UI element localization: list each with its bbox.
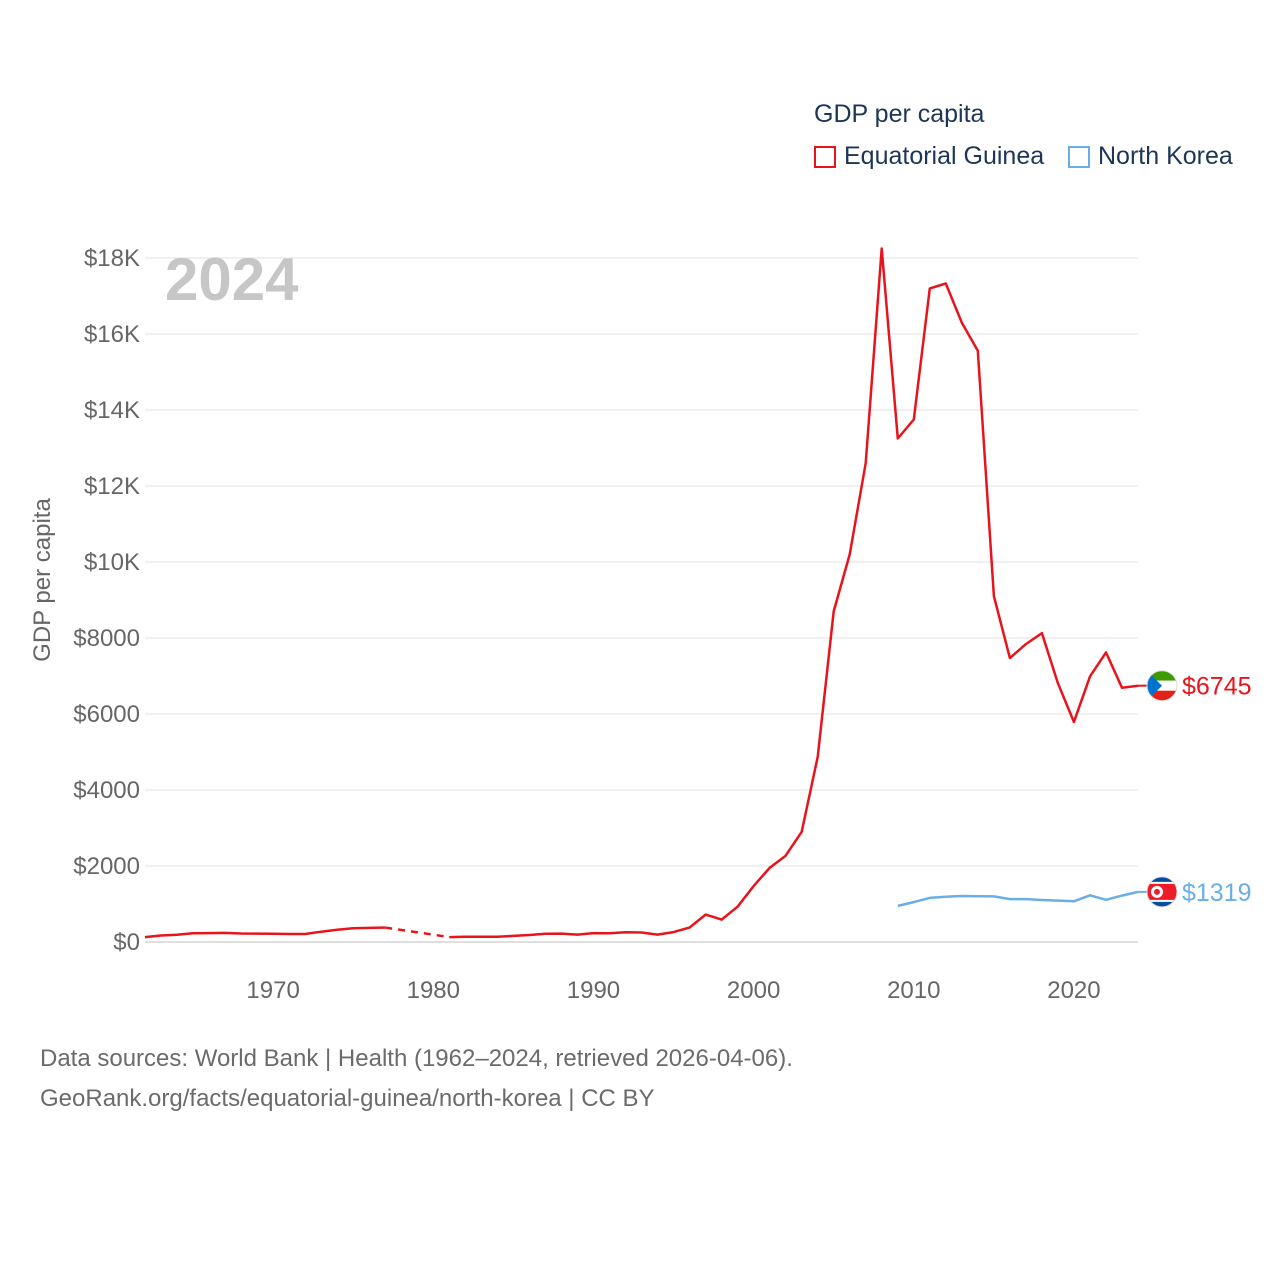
- x-tick-label: 2010: [887, 977, 940, 1004]
- axis-layer: $0 $2000 $4000 $6000 $8000 $10K $12K $14K $16K $1…: [73, 245, 1100, 1004]
- x-tick-label: 1990: [567, 977, 620, 1004]
- y-tick-label: $16K: [84, 321, 140, 348]
- y-tick-label: $8000: [73, 625, 140, 652]
- y-axis-title: GDP per capita: [29, 498, 56, 662]
- footer-sources: Data sources: World Bank | Health (1962–…: [40, 1045, 793, 1072]
- series-layer: [144, 247, 1139, 939]
- series-line-equatorial-guinea: [449, 247, 1139, 939]
- x-tick-label: 1970: [246, 977, 299, 1004]
- y-tick-label: $10K: [84, 549, 140, 576]
- flag-icon-equatorial-guinea: [1146, 670, 1178, 702]
- x-tick-label: 2020: [1047, 977, 1100, 1004]
- x-tick-label: 2000: [727, 977, 780, 1004]
- legend-item-equatorial-guinea[interactable]: Equatorial Guinea: [814, 142, 1044, 171]
- flag-icon-north-korea: [1146, 876, 1178, 908]
- legend-title: GDP per capita: [814, 100, 985, 128]
- grid-layer: [145, 257, 1138, 943]
- footer-attribution[interactable]: GeoRank.org/facts/equatorial-guinea/nort…: [40, 1085, 655, 1112]
- y-tick-label: $6000: [73, 701, 140, 728]
- marker-layer: $6745 $1319: [1138, 670, 1252, 908]
- series-line-north-korea: [897, 890, 1139, 908]
- end-label-equatorial-guinea: $6745: [1182, 673, 1252, 701]
- legend-swatch-north-korea: [1068, 145, 1090, 168]
- legend-label-north-korea: North Korea: [1098, 142, 1233, 170]
- y-tick-label: $12K: [84, 473, 140, 500]
- legend-swatch-equatorial-guinea: [814, 145, 836, 168]
- y-tick-label: $2000: [73, 853, 140, 880]
- y-tick-label: $0: [113, 929, 140, 956]
- series-line-equatorial-guinea: [144, 926, 386, 939]
- y-tick-label: $14K: [84, 397, 140, 424]
- y-tick-label: $18K: [84, 245, 140, 272]
- y-tick-label: $4000: [73, 777, 140, 804]
- year-label: 2024: [165, 246, 299, 313]
- x-tick-label: 1980: [407, 977, 460, 1004]
- end-label-north-korea: $1319: [1182, 879, 1252, 907]
- legend-item-north-korea[interactable]: North Korea: [1068, 142, 1233, 171]
- series-gap-equatorial-guinea: [385, 926, 450, 939]
- legend-label-equatorial-guinea: Equatorial Guinea: [844, 142, 1045, 170]
